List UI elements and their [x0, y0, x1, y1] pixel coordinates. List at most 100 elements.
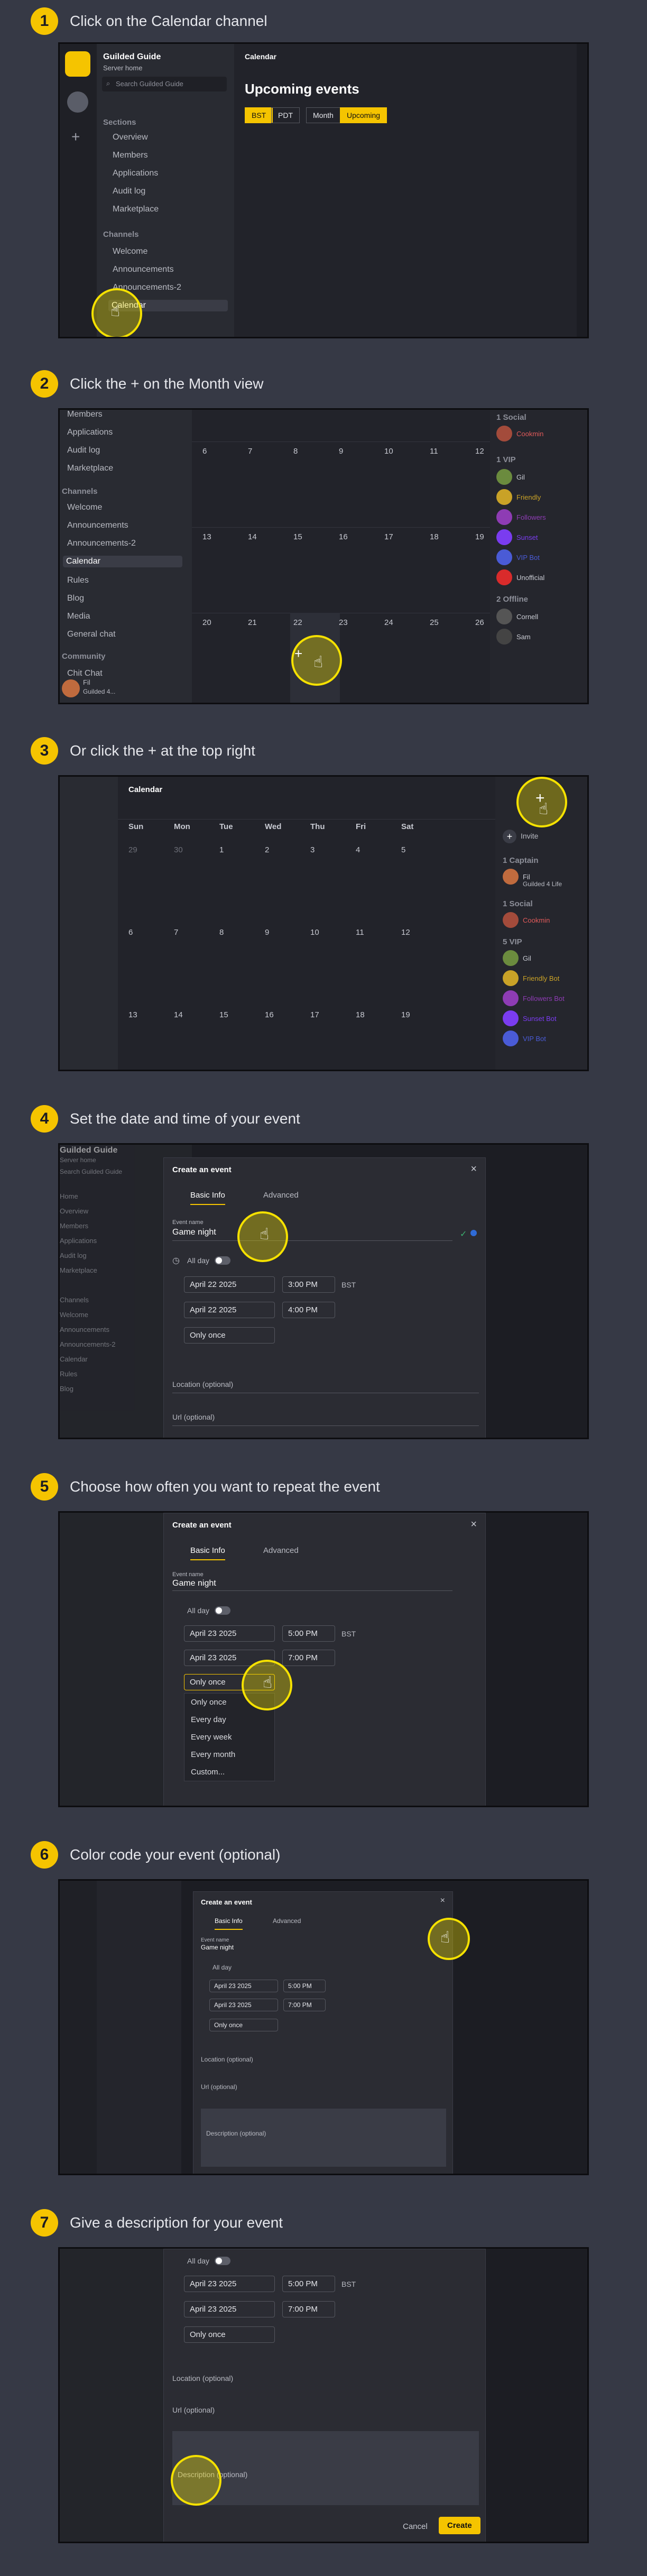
channel-announcements-2[interactable]: Announcements-2	[60, 1340, 116, 1348]
repeat-option[interactable]: Every week	[191, 1733, 232, 1742]
close-icon[interactable]: ×	[440, 1896, 445, 1905]
day-cell-label[interactable]: 12	[401, 928, 410, 937]
end-date-field[interactable]: April 23 2025	[209, 1999, 278, 2011]
channel-announcements[interactable]: Announcements	[113, 265, 174, 274]
tab-advanced[interactable]: Advanced	[263, 1191, 299, 1200]
all-day-toggle[interactable]	[215, 1256, 230, 1265]
day-cell-label[interactable]: 13	[202, 532, 211, 541]
url-input[interactable]: Url (optional)	[172, 1413, 215, 1421]
channel-blog[interactable]: Blog	[60, 1385, 74, 1393]
start-time-field[interactable]: 5:00 PM	[283, 1980, 326, 1992]
start-date-field[interactable]: April 22 2025	[184, 1276, 275, 1293]
day-cell-label[interactable]: 10	[310, 928, 319, 937]
member-name[interactable]: Cookmin	[516, 429, 544, 438]
member-name[interactable]: Gil	[523, 954, 531, 962]
start-date-field[interactable]: April 23 2025	[184, 2276, 275, 2292]
add-event-icon[interactable]: +	[535, 789, 545, 807]
channel-welcome[interactable]: Welcome	[67, 503, 103, 512]
channel-welcome[interactable]: Welcome	[113, 247, 148, 256]
member-name[interactable]: VIP Bot	[516, 553, 540, 562]
sidebar-item-overview[interactable]: Overview	[113, 133, 148, 142]
close-icon[interactable]: ×	[470, 1163, 477, 1175]
end-date-field[interactable]: April 22 2025	[184, 1302, 275, 1318]
sidebar-item-members[interactable]: Members	[113, 151, 148, 160]
channel-calendar[interactable]: Calendar	[63, 556, 182, 567]
day-cell-label[interactable]: 29	[128, 845, 137, 854]
start-date-field[interactable]: April 23 2025	[209, 1980, 278, 1992]
sidebar-item-marketplace[interactable]: Marketplace	[60, 1266, 97, 1274]
day-cell-label[interactable]: 12	[475, 447, 484, 456]
channel-blog[interactable]: Blog	[67, 594, 85, 603]
repeat-option[interactable]: Only once	[191, 1698, 227, 1707]
day-cell-label[interactable]: 9	[339, 447, 344, 456]
repeat-option[interactable]: Every month	[191, 1750, 236, 1759]
sidebar-item-overview[interactable]: Overview	[60, 1207, 89, 1215]
tab-basic-info[interactable]: Basic Info	[190, 1546, 225, 1560]
url-input[interactable]: Url (optional)	[172, 2406, 215, 2414]
end-time-field[interactable]: 7:00 PM	[283, 1999, 326, 2011]
description-editor[interactable]: Description (optional)	[172, 2431, 479, 2505]
end-time-field[interactable]: 7:00 PM	[282, 1650, 335, 1666]
repeat-select[interactable]: Only once	[184, 1327, 275, 1344]
member-name[interactable]: Sunset Bot	[523, 1014, 557, 1023]
color-picker-icon[interactable]	[470, 1230, 477, 1236]
add-event-icon[interactable]: +	[294, 646, 303, 661]
start-time-field[interactable]: 3:00 PM	[282, 1276, 335, 1293]
day-cell-label[interactable]: 3	[310, 845, 315, 854]
location-input[interactable]: Location (optional)	[201, 2056, 253, 2063]
url-input[interactable]: Url (optional)	[201, 2083, 237, 2091]
channel-rules[interactable]: Rules	[67, 576, 89, 585]
day-cell-label[interactable]: 18	[430, 532, 439, 541]
member-name[interactable]: Sunset	[516, 533, 538, 541]
tab-basic-info[interactable]: Basic Info	[190, 1191, 225, 1205]
sidebar-item-applications[interactable]: Applications	[67, 428, 113, 437]
day-cell-label[interactable]: 7	[174, 928, 179, 937]
channel-rules[interactable]: Rules	[60, 1370, 78, 1378]
start-time-field[interactable]: 5:00 PM	[282, 2276, 335, 2292]
repeat-option[interactable]: Custom...	[191, 1768, 225, 1777]
sidebar-item-applications[interactable]: Applications	[60, 1237, 97, 1245]
day-cell-label[interactable]: 6	[128, 928, 133, 937]
day-cell-label[interactable]: 20	[202, 618, 211, 627]
day-cell-label[interactable]: 6	[202, 447, 207, 456]
channel-announcements-2[interactable]: Announcements-2	[113, 283, 181, 292]
member-name[interactable]: Friendly Bot	[523, 974, 560, 982]
day-cell-label[interactable]: 18	[356, 1010, 365, 1019]
member-name[interactable]: Friendly	[516, 493, 541, 501]
view-upcoming-button[interactable]: Upcoming	[340, 107, 387, 123]
day-cell-label[interactable]: 5	[401, 845, 406, 854]
sidebar-item-members[interactable]: Members	[60, 1222, 89, 1230]
channel-announcements[interactable]: Announcements	[67, 521, 128, 530]
sidebar-item-applications[interactable]: Applications	[113, 169, 159, 178]
repeat-select[interactable]: Only once	[209, 2019, 278, 2031]
end-date-field[interactable]: April 23 2025	[184, 1650, 275, 1666]
view-month-button[interactable]: Month	[306, 107, 340, 123]
server-logo-icon[interactable]	[65, 51, 90, 77]
channel-announcements[interactable]: Announcements	[60, 1326, 109, 1333]
location-input[interactable]: Location (optional)	[172, 1380, 234, 1388]
day-cell-label[interactable]: 15	[219, 1010, 228, 1019]
invite-button[interactable]: Invite	[521, 832, 539, 840]
location-input[interactable]: Location (optional)	[172, 2374, 234, 2382]
start-date-field[interactable]: April 23 2025	[184, 1625, 275, 1642]
end-time-field[interactable]: 7:00 PM	[282, 2301, 335, 2317]
search-input[interactable]: Search Guilded Guide	[60, 1168, 123, 1175]
sidebar-item-members[interactable]: Members	[67, 410, 103, 419]
sidebar-item-marketplace[interactable]: Marketplace	[113, 205, 159, 214]
channel-welcome[interactable]: Welcome	[60, 1311, 88, 1319]
cancel-button[interactable]: Cancel	[403, 2522, 428, 2531]
day-cell-label[interactable]: 16	[339, 532, 348, 541]
day-cell-label[interactable]: 21	[248, 618, 257, 627]
day-cell-label[interactable]: 7	[248, 447, 253, 456]
day-cell-label[interactable]: 19	[475, 532, 484, 541]
sidebar-item-audit-log[interactable]: Audit log	[67, 446, 100, 455]
channel-announcements-2[interactable]: Announcements-2	[67, 539, 136, 548]
all-day-toggle[interactable]	[215, 2257, 230, 2265]
channel-media[interactable]: Media	[67, 612, 90, 621]
repeat-option[interactable]: Every day	[191, 1715, 226, 1724]
member-name[interactable]: Cornell	[516, 612, 539, 621]
member-name[interactable]: VIP Bot	[523, 1034, 546, 1043]
add-server-icon[interactable]: +	[71, 128, 80, 145]
day-cell-label[interactable]: 15	[293, 532, 302, 541]
day-cell-label[interactable]: 8	[293, 447, 298, 456]
